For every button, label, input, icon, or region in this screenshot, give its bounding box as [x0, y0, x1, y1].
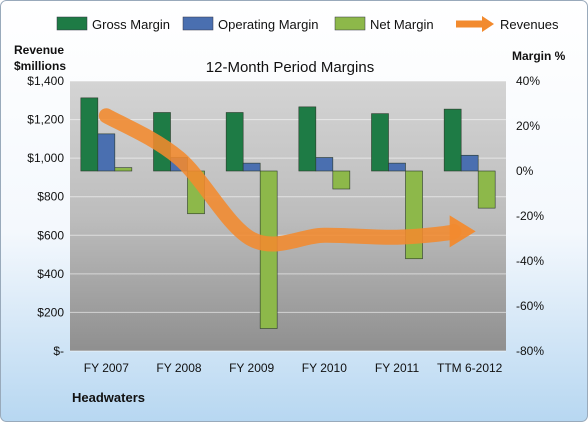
- left-tick-label: $600: [37, 228, 64, 242]
- left-tick-label: $400: [37, 267, 64, 281]
- x-tick-label: FY 2007: [84, 361, 129, 375]
- legend-swatch-gross-margin: [56, 16, 88, 31]
- left-tick-label: $800: [37, 190, 64, 204]
- x-tick-label: FY 2011: [375, 361, 420, 375]
- legend-label: Net Margin: [370, 17, 434, 32]
- revenue-arrowhead: [449, 215, 476, 248]
- right-tick-label: -20%: [516, 209, 544, 223]
- right-axis-ticks: -80% -60% -40% -20% 0% 20% 40%: [516, 74, 544, 358]
- legend-label: Revenues: [500, 17, 559, 32]
- bar-gross-margin: [298, 106, 317, 172]
- legend-swatch-net-margin: [334, 16, 366, 31]
- right-tick-label: -60%: [516, 299, 544, 313]
- bar-net-margin: [114, 167, 133, 172]
- revenue-layer: [98, 108, 476, 252]
- x-axis-ticks: FY 2007 FY 2008 FY 2009 FY 2010 FY 2011 TTM 6…: [84, 361, 503, 375]
- left-tick-label: $-: [53, 344, 64, 358]
- revenue-line: [98, 108, 462, 252]
- right-tick-label: 40%: [516, 74, 540, 88]
- left-axis-label-line2: $millions: [14, 59, 66, 73]
- left-tick-label: $1,000: [27, 151, 64, 165]
- right-axis-label: Margin %: [512, 49, 566, 63]
- bar-operating-margin: [97, 133, 116, 172]
- x-tick-label: TTM 6-2012: [437, 361, 503, 375]
- bar-operating-margin: [388, 162, 406, 172]
- bar-gross-margin: [80, 97, 99, 172]
- bar-gross-margin: [225, 112, 244, 172]
- legend-arrowhead: [482, 16, 494, 32]
- left-axis-ticks: $- $200 $400 $600 $800 $1,000 $1,200 $1,400: [27, 74, 64, 358]
- right-tick-label: 0%: [516, 164, 534, 178]
- bar-operating-margin: [460, 154, 479, 172]
- bar-net-margin: [477, 170, 496, 209]
- bar-gross-margin: [371, 113, 389, 172]
- chart-title: 12-Month Period Margins: [206, 59, 374, 76]
- x-tick-label: FY 2009: [229, 361, 274, 375]
- bar-operating-margin: [315, 157, 334, 172]
- left-axis-label-line1: Revenue: [14, 43, 64, 57]
- bar-gross-margin: [443, 108, 462, 172]
- legend-label: Operating Margin: [218, 17, 318, 32]
- x-tick-label: FY 2010: [302, 361, 347, 375]
- plot-area: [70, 81, 506, 351]
- left-tick-label: $200: [37, 305, 64, 319]
- right-tick-label: -80%: [516, 344, 544, 358]
- gridlines: [70, 80, 506, 352]
- bar-net-margin: [405, 170, 423, 260]
- x-tick-label: FY 2008: [156, 361, 201, 375]
- bar-operating-margin: [242, 162, 261, 172]
- bar-net-margin: [332, 170, 351, 190]
- legend-label: Gross Margin: [92, 17, 170, 32]
- legend: Gross Margin Operating Margin Net Margin Re…: [56, 16, 559, 32]
- left-tick-label: $1,400: [27, 74, 64, 88]
- right-tick-label: -40%: [516, 254, 544, 268]
- company-label: Headwaters: [72, 390, 145, 405]
- left-tick-label: $1,200: [27, 113, 64, 127]
- right-tick-label: 20%: [516, 119, 540, 133]
- legend-swatch-operating-margin: [182, 16, 214, 31]
